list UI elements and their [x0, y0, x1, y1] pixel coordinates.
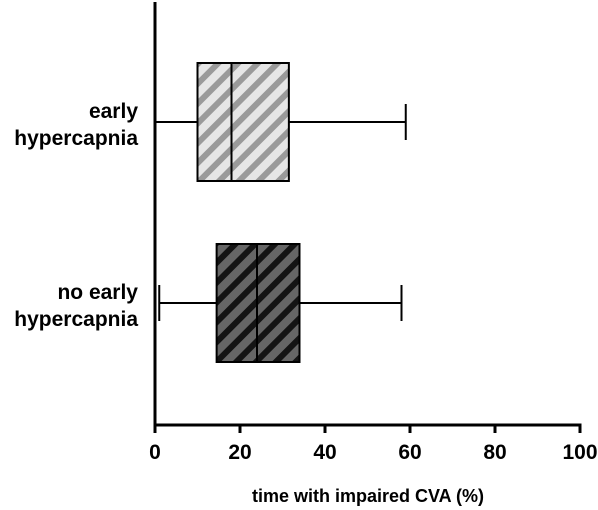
x-tick-label: 0: [149, 441, 161, 464]
x-axis-title: time with impaired CVA (%): [252, 486, 484, 506]
iqr-box: [215, 243, 301, 363]
x-tick-label: 100: [562, 441, 597, 464]
x-tick-label: 80: [483, 441, 506, 464]
category-label-line: hypercapnia: [14, 308, 138, 331]
labels: early hypercapnia no early hypercapnia: [14, 100, 138, 331]
box-series-1: [158, 243, 403, 363]
axes: 0 20 40 60 80 100: [149, 2, 598, 464]
category-label: early hypercapnia: [14, 100, 138, 150]
category-label-line: no early: [57, 281, 138, 304]
x-tick-label: 40: [313, 441, 336, 464]
x-tick-label: 60: [398, 441, 421, 464]
iqr-box: [196, 62, 290, 182]
category-label-line: hypercapnia: [14, 127, 138, 150]
category-label: no early hypercapnia: [14, 281, 138, 331]
category-label-line: early: [89, 100, 138, 123]
x-tick-label: 20: [228, 441, 251, 464]
box-series-0: [154, 62, 407, 182]
plot-area: [154, 62, 407, 363]
